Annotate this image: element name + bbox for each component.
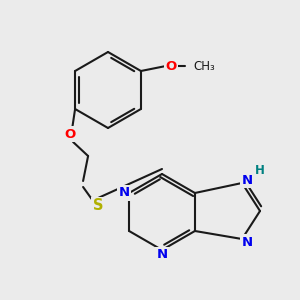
Text: N: N xyxy=(242,236,253,248)
Text: O: O xyxy=(165,59,176,73)
Text: S: S xyxy=(93,199,103,214)
Text: CH₃: CH₃ xyxy=(193,59,215,73)
Text: H: H xyxy=(255,164,265,178)
Text: N: N xyxy=(118,187,130,200)
Text: O: O xyxy=(64,128,76,140)
Text: N: N xyxy=(156,248,168,262)
Text: N: N xyxy=(242,173,253,187)
